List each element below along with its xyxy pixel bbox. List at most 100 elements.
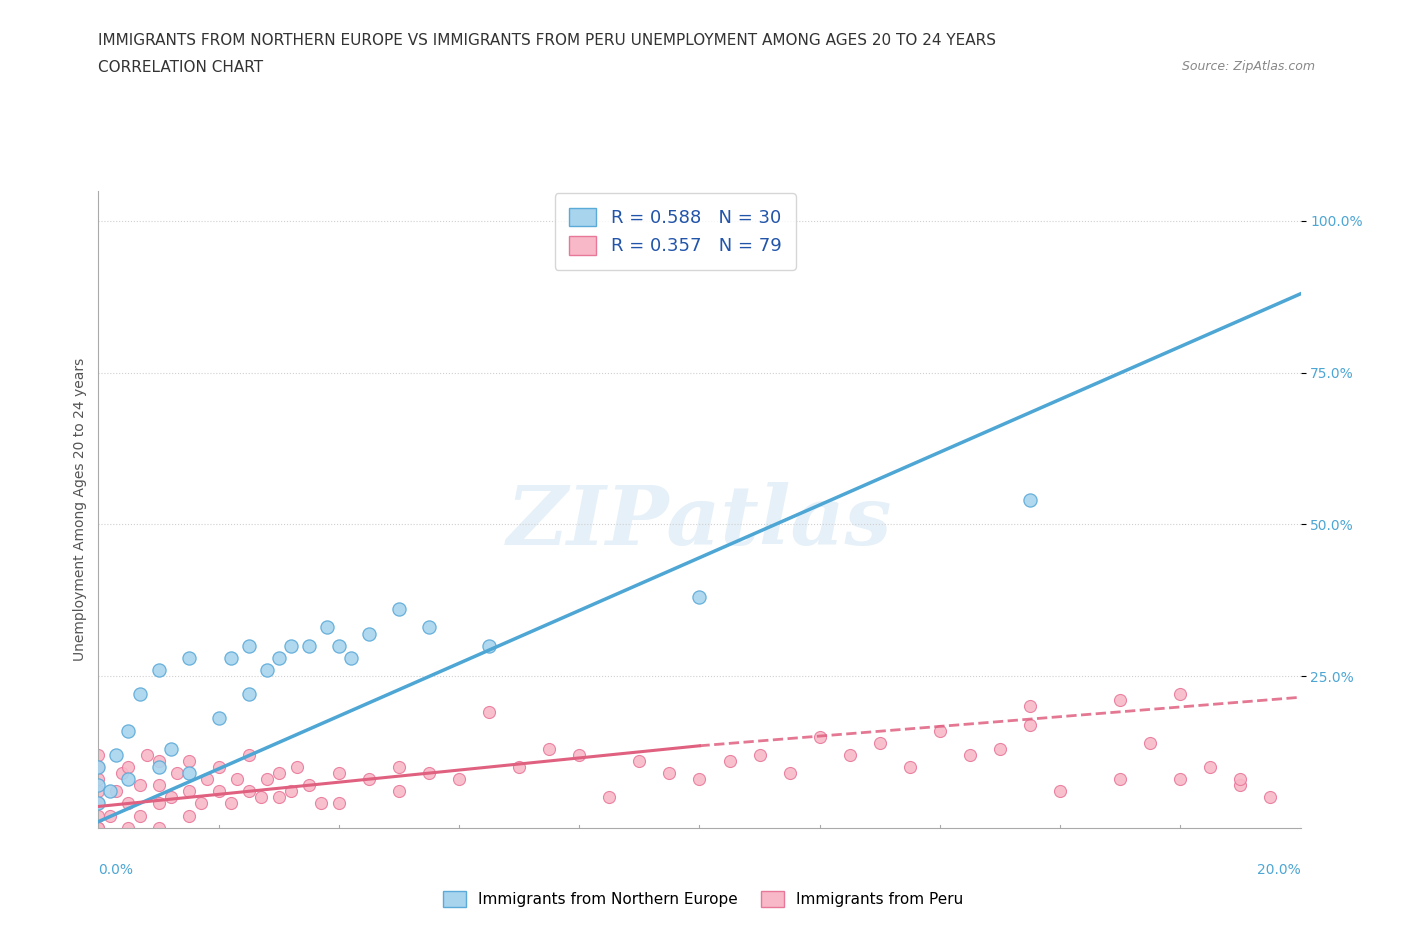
Point bbox=[249, 790, 271, 804]
Point bbox=[166, 765, 188, 780]
Point bbox=[1229, 772, 1251, 787]
Point bbox=[267, 650, 290, 665]
Point bbox=[1199, 760, 1222, 775]
Point bbox=[280, 784, 302, 799]
Point bbox=[148, 662, 170, 677]
Point bbox=[117, 796, 139, 811]
Point bbox=[148, 753, 170, 768]
Point bbox=[148, 796, 170, 811]
Point bbox=[87, 796, 110, 811]
Point bbox=[748, 748, 770, 763]
Point bbox=[159, 790, 181, 804]
Point bbox=[256, 772, 278, 787]
Text: IMMIGRANTS FROM NORTHERN EUROPE VS IMMIGRANTS FROM PERU UNEMPLOYMENT AMONG AGES : IMMIGRANTS FROM NORTHERN EUROPE VS IMMIG… bbox=[98, 33, 997, 47]
Point bbox=[117, 772, 139, 787]
Point bbox=[87, 820, 110, 835]
Point bbox=[208, 711, 231, 726]
Point bbox=[1170, 772, 1192, 787]
Point bbox=[117, 724, 139, 738]
Point bbox=[148, 777, 170, 792]
Point bbox=[177, 650, 200, 665]
Point bbox=[285, 760, 308, 775]
Point bbox=[177, 784, 200, 799]
Point bbox=[105, 748, 128, 763]
Point bbox=[219, 650, 242, 665]
Point bbox=[898, 760, 921, 775]
Point bbox=[628, 753, 651, 768]
Point bbox=[190, 796, 212, 811]
Point bbox=[1139, 736, 1161, 751]
Point bbox=[388, 760, 411, 775]
Point bbox=[447, 772, 470, 787]
Point bbox=[688, 590, 710, 604]
Point bbox=[340, 650, 363, 665]
Point bbox=[87, 777, 110, 792]
Legend: Immigrants from Northern Europe, Immigrants from Peru: Immigrants from Northern Europe, Immigra… bbox=[437, 884, 969, 913]
Point bbox=[309, 796, 332, 811]
Point bbox=[87, 760, 110, 775]
Legend: R = 0.588   N = 30, R = 0.357   N = 79: R = 0.588 N = 30, R = 0.357 N = 79 bbox=[555, 193, 796, 270]
Point bbox=[808, 729, 831, 744]
Point bbox=[1170, 686, 1192, 701]
Point bbox=[129, 808, 152, 823]
Point bbox=[87, 748, 110, 763]
Point bbox=[280, 638, 302, 653]
Point bbox=[988, 741, 1011, 756]
Point bbox=[357, 772, 380, 787]
Point bbox=[117, 760, 139, 775]
Point bbox=[159, 741, 181, 756]
Point bbox=[388, 784, 411, 799]
Point bbox=[100, 784, 122, 799]
Point bbox=[208, 760, 231, 775]
Point bbox=[267, 765, 290, 780]
Text: Source: ZipAtlas.com: Source: ZipAtlas.com bbox=[1181, 60, 1315, 73]
Y-axis label: Unemployment Among Ages 20 to 24 years: Unemployment Among Ages 20 to 24 years bbox=[73, 357, 87, 661]
Point bbox=[225, 772, 247, 787]
Point bbox=[418, 620, 440, 635]
Point bbox=[1109, 693, 1132, 708]
Point bbox=[105, 784, 128, 799]
Point bbox=[568, 748, 591, 763]
Text: 20.0%: 20.0% bbox=[1257, 862, 1301, 877]
Point bbox=[87, 820, 110, 835]
Point bbox=[315, 620, 337, 635]
Text: CORRELATION CHART: CORRELATION CHART bbox=[98, 60, 263, 75]
Point bbox=[177, 765, 200, 780]
Point bbox=[1260, 790, 1282, 804]
Point bbox=[478, 638, 501, 653]
Point bbox=[117, 820, 139, 835]
Point bbox=[869, 736, 891, 751]
Point bbox=[195, 772, 218, 787]
Point bbox=[111, 765, 134, 780]
Point bbox=[959, 748, 981, 763]
Point bbox=[208, 784, 231, 799]
Point bbox=[1019, 493, 1042, 508]
Point bbox=[688, 772, 710, 787]
Point bbox=[1019, 717, 1042, 732]
Point bbox=[219, 796, 242, 811]
Point bbox=[87, 760, 110, 775]
Point bbox=[238, 748, 260, 763]
Point bbox=[87, 772, 110, 787]
Point bbox=[87, 808, 110, 823]
Point bbox=[538, 741, 561, 756]
Point bbox=[929, 724, 952, 738]
Point bbox=[135, 748, 157, 763]
Point bbox=[598, 790, 620, 804]
Point bbox=[148, 760, 170, 775]
Point bbox=[238, 784, 260, 799]
Point bbox=[328, 638, 350, 653]
Point bbox=[718, 753, 741, 768]
Point bbox=[177, 753, 200, 768]
Point bbox=[779, 765, 801, 780]
Point bbox=[388, 602, 411, 617]
Point bbox=[1019, 699, 1042, 714]
Point bbox=[328, 765, 350, 780]
Point bbox=[478, 705, 501, 720]
Point bbox=[238, 638, 260, 653]
Point bbox=[177, 808, 200, 823]
Point bbox=[148, 820, 170, 835]
Point bbox=[1229, 777, 1251, 792]
Point bbox=[238, 686, 260, 701]
Point bbox=[100, 808, 122, 823]
